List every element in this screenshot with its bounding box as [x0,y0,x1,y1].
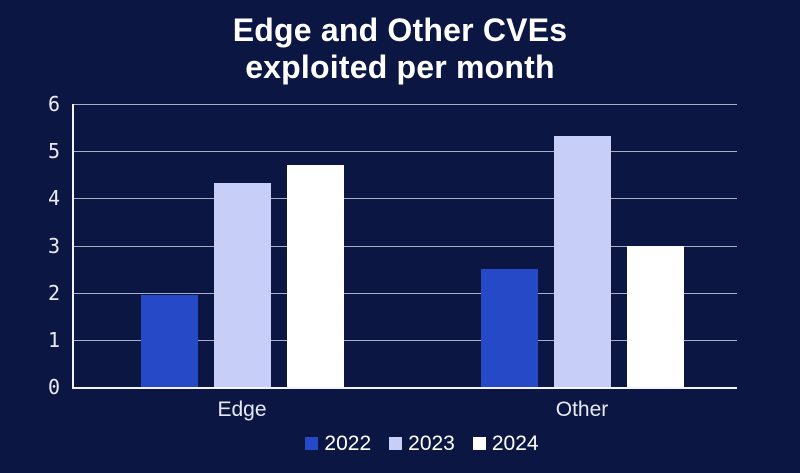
y-axis-tick-5: 5 [47,139,60,164]
legend: 2022 2023 2024 [22,433,800,454]
legend-swatch-2022 [305,437,319,450]
gridline-y6 [74,104,737,105]
y-axis-tick-3: 3 [47,233,60,258]
legend-label-2024: 2024 [491,432,539,455]
legend-swatch-2024 [472,437,486,450]
plot-area: 0 1 2 3 4 5 6 Edge Other [48,94,737,420]
y-axis-tick-0: 0 [47,375,60,399]
gridline-y5 [74,151,737,153]
chart-title-line1: Edge and Other CVEs [232,12,568,48]
legend-item-2022: 2022 [305,433,371,454]
legend-swatch-2023 [389,437,403,450]
y-axis-tick-4: 4 [47,186,60,211]
legend-label-2023: 2023 [408,432,455,455]
y-axis-tick-2: 2 [47,280,60,305]
legend-item-2023: 2023 [389,433,455,454]
legend-label-2022: 2022 [324,432,372,455]
bar-other-2023 [553,135,611,387]
gridline-y1 [74,339,737,341]
bar-other-2022 [480,269,538,387]
bar-edge-2024 [286,165,344,387]
chart-title-line2: exploited per month [245,49,555,85]
y-axis-tick-1: 1 [47,327,60,352]
chart-title: Edge and Other CVEs exploited per month [0,12,800,86]
x-axis-label-edge: Edge [217,398,267,421]
bar-other-2024 [626,245,684,387]
y-axis-tick-6: 6 [47,92,60,116]
legend-item-2024: 2024 [472,432,539,455]
bar-edge-2022 [140,295,198,387]
bar-edge-2023 [213,182,271,387]
gridline-y2 [74,292,737,294]
x-axis-label-other: Other [555,398,609,421]
gridline-y4 [74,198,737,200]
gridline-y3 [74,245,737,247]
